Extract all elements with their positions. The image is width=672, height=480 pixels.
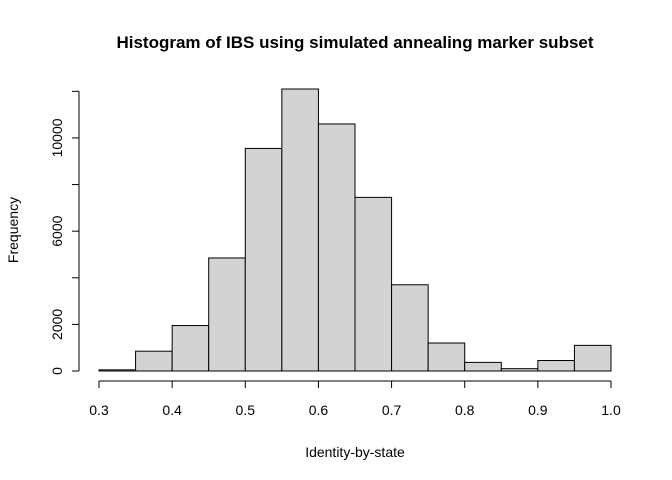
histogram-bar-3 [208, 257, 246, 372]
histogram-bar-4 [244, 147, 283, 372]
histogram-bar-9 [427, 342, 466, 372]
x-tick-label-6: 0.9 [528, 402, 548, 418]
x-axis-label: Identity-by-state [305, 444, 405, 460]
y-tick-label-2: 6000 [49, 215, 65, 246]
x-tick-label-5: 0.8 [455, 402, 475, 418]
histogram-bar-0 [98, 369, 137, 372]
histogram-bar-6 [317, 123, 356, 372]
y-tick-label-0: 0 [49, 367, 65, 375]
y-tick-label-3: 10000 [49, 118, 65, 157]
histogram-bar-1 [135, 350, 173, 372]
chart-title: Histogram of IBS using simulated anneali… [116, 33, 593, 52]
bars-group [98, 88, 612, 372]
x-tick-label-0: 0.3 [89, 402, 109, 418]
x-tick-label-4: 0.7 [382, 402, 402, 418]
histogram-bar-2 [171, 325, 210, 372]
x-tick-label-1: 0.4 [162, 402, 182, 418]
histogram-bar-8 [391, 284, 429, 372]
histogram-bar-11 [500, 368, 539, 372]
y-axis: 0 2000 6000 10000 [49, 90, 80, 375]
histogram-bar-13 [573, 344, 612, 372]
y-tick-label-1: 2000 [49, 309, 65, 340]
x-tick-label-2: 0.5 [236, 402, 256, 418]
x-tick-label-3: 0.6 [309, 402, 329, 418]
histogram-bar-5 [281, 88, 319, 372]
x-tick-label-7: 1.0 [601, 402, 621, 418]
y-axis-label: Frequency [5, 197, 21, 263]
histogram-bar-12 [537, 360, 575, 372]
x-axis: 0.3 0.4 0.5 0.6 0.7 0.8 0.9 1.0 [89, 380, 621, 418]
histogram-bar-7 [354, 196, 393, 372]
histogram-bar-10 [464, 361, 502, 372]
